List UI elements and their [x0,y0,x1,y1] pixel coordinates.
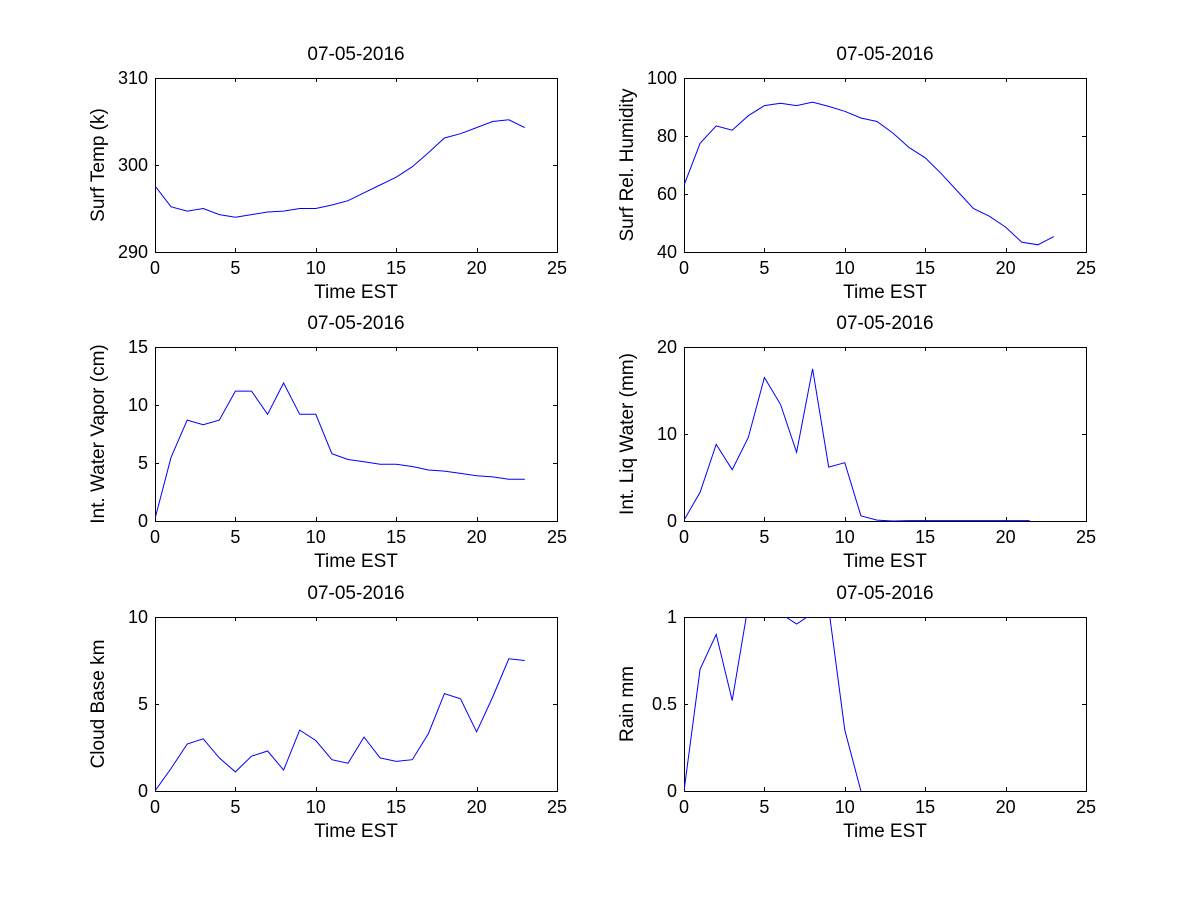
x-tick-label: 10 [306,527,326,547]
x-tick-label: 15 [915,527,935,547]
series-line [684,617,862,792]
y-tick-label: 0.5 [652,694,677,714]
x-tick-label: 25 [1076,797,1096,817]
y-tick-label: 0 [138,781,148,801]
subplot-1: 0 5 10 15 20 25 290 300 310 07-05-2016 Time EST Sur… [88,44,567,303]
x-tick-label: 0 [679,527,689,547]
x-tick-label: 0 [150,527,160,547]
subplot-2: 0 5 10 15 20 25 40 60 80 100 07-05-2016 Time EST Sur… [617,44,1096,303]
x-tick-label: 20 [996,527,1016,547]
y-axis-label: Rain mm [617,666,638,742]
axes-box [684,617,1087,792]
x-axis-label: Time EST [314,282,398,303]
x-tick-label: 0 [679,258,689,278]
axes-box [684,347,1087,522]
y-tick-label: 15 [128,337,148,357]
x-tick-label: 10 [306,797,326,817]
x-tick-label: 10 [306,258,326,278]
y-tick-label: 10 [128,607,148,627]
y-tick-label: 20 [657,337,677,357]
x-axis-label: Time EST [843,282,927,303]
x-axis-label: Time EST [314,551,398,572]
x-axis-label: Time EST [843,551,927,572]
x-tick-label: 10 [835,527,855,547]
series-line [155,119,526,218]
x-tick-label: 20 [996,258,1016,278]
y-tick-label: 80 [657,126,677,146]
y-tick-label: 310 [118,68,148,88]
x-tick-label: 20 [996,797,1016,817]
x-tick-label: 0 [150,258,160,278]
axes-box [155,78,558,253]
series-line [684,101,1055,246]
series-line [155,381,525,519]
subplot-3: 0 5 10 15 20 25 0 5 10 15 07-05-2016 Time EST Int. W… [88,313,567,572]
y-tick-label: 0 [138,511,148,531]
x-tick-label: 25 [547,797,567,817]
axes-box [155,617,558,792]
x-tick-label: 20 [467,527,487,547]
x-tick-label: 25 [1076,527,1096,547]
x-tick-label: 0 [150,797,160,817]
subplot-6: 0 5 10 15 20 25 0 0.5 1 07-05-2016 Time EST Rain mm [617,583,1096,842]
y-axis-label: Int. Liq Water (mm) [617,353,638,515]
x-tick-label: 5 [759,797,769,817]
y-tick-label: 1 [667,607,677,627]
y-axis-label: Surf Temp (k) [88,108,109,222]
y-tick-label: 5 [138,453,148,473]
y-tick-label: 290 [118,242,148,262]
x-tick-label: 5 [230,527,240,547]
x-tick-label: 20 [467,258,487,278]
series-line [155,658,525,792]
x-tick-label: 5 [759,258,769,278]
x-tick-label: 10 [835,258,855,278]
subplot-4: 0 5 10 15 20 25 0 10 20 07-05-2016 Time EST Int. Li… [617,313,1096,572]
x-tick-label: 25 [1076,258,1096,278]
series-line [684,368,1030,522]
y-tick-label: 300 [118,155,148,175]
axes-box [155,347,558,522]
chart-title: 07-05-2016 [307,583,404,604]
subplot-5: 0 5 10 15 20 25 0 5 10 07-05-2016 Time EST Cloud Ba… [88,583,567,842]
chart-title: 07-05-2016 [307,44,404,65]
x-tick-label: 5 [230,258,240,278]
x-axis-label: Time EST [843,821,927,842]
x-tick-label: 20 [467,797,487,817]
x-tick-label: 15 [386,258,406,278]
x-tick-label: 15 [915,797,935,817]
y-tick-label: 60 [657,184,677,204]
y-axis-label: Int. Water Vapor (cm) [88,344,109,523]
chart-title: 07-05-2016 [836,313,933,334]
y-axis-label: Cloud Base km [88,640,109,769]
x-tick-label: 0 [679,797,689,817]
x-axis-label: Time EST [314,821,398,842]
y-tick-label: 100 [647,68,677,88]
x-tick-label: 10 [835,797,855,817]
x-tick-label: 15 [915,258,935,278]
y-tick-label: 10 [128,395,148,415]
y-tick-label: 0 [667,511,677,531]
y-tick-label: 10 [657,424,677,444]
y-tick-label: 5 [138,694,148,714]
x-tick-label: 25 [547,527,567,547]
x-tick-label: 15 [386,797,406,817]
x-tick-label: 5 [230,797,240,817]
axes-box [684,78,1087,253]
y-axis-label: Surf Rel. Humidity [617,88,638,242]
x-tick-label: 15 [386,527,406,547]
chart-title: 07-05-2016 [307,313,404,334]
y-tick-label: 0 [667,781,677,801]
chart-title: 07-05-2016 [836,44,933,65]
chart-title: 07-05-2016 [836,583,933,604]
y-tick-label: 40 [657,242,677,262]
x-tick-label: 5 [759,527,769,547]
x-tick-label: 25 [547,258,567,278]
